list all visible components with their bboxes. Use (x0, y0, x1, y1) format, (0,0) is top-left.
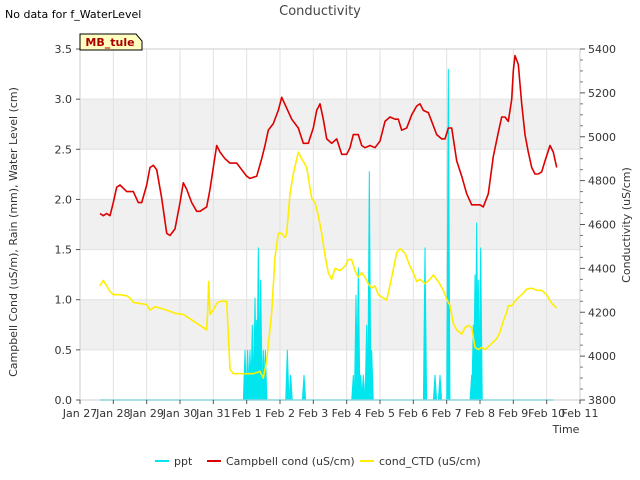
no-data-note: No data for f_WaterLevel (5, 8, 141, 21)
right-y-tick-label: 5200 (588, 87, 616, 100)
right-y-tick-label: 3800 (588, 394, 616, 407)
x-tick-label: Jan 31 (195, 407, 230, 420)
left-y-tick-label: 2.0 (55, 193, 73, 206)
site-badge-label: MB_tule (85, 36, 134, 49)
ppt-spike (242, 349, 248, 401)
x-tick-label: Feb 8 (465, 407, 495, 420)
ppt-spike (361, 374, 366, 401)
legend-label: Campbell cond (uS/cm) (226, 455, 355, 468)
ppt-spike (285, 349, 290, 401)
legend: ppt Campbell cond (uS/cm) cond_CTD (uS/cm) (155, 455, 481, 468)
left-y-tick-label: 0.0 (55, 394, 73, 407)
left-y-tick-label: 3.0 (55, 93, 73, 106)
chart-title: Conductivity (279, 4, 361, 19)
ppt-spike (432, 374, 438, 401)
left-y-tick-label: 1.0 (55, 294, 73, 307)
x-tick-label: Jan 30 (162, 407, 197, 420)
series-line (99, 54, 558, 237)
left-y-tick-label: 1.5 (55, 244, 73, 257)
x-tick-label: Feb 6 (398, 407, 428, 420)
x-tick-label: Feb 2 (265, 407, 295, 420)
right-y-axis-label: Conductivity (uS/cm) (620, 167, 633, 283)
grid-band (80, 199, 580, 250)
legend-label: ppt (174, 455, 193, 468)
ppt-spike (258, 279, 263, 401)
right-y-tick-label: 4800 (588, 175, 616, 188)
x-tick-label: Feb 1 (232, 407, 262, 420)
ppt-spike (437, 374, 443, 401)
ppt-spike (358, 374, 363, 401)
x-tick-label: Feb 3 (298, 407, 328, 420)
grid-band (80, 299, 580, 350)
left-y-tick-label: 2.5 (55, 143, 73, 156)
site-badge: MB_tule (79, 33, 143, 51)
ppt-spike (301, 374, 307, 401)
x-tick-label: Jan 28 (95, 407, 130, 420)
x-tick-label: Feb 11 (562, 407, 599, 420)
right-y-tick-label: 4600 (588, 219, 616, 232)
x-axis-label: Time (552, 423, 580, 436)
ppt-spike (356, 267, 361, 401)
series-cond_ctd (99, 151, 558, 379)
background-bands (80, 99, 580, 350)
ppt-spike (288, 374, 293, 401)
left-y-axis: 0.0 0.5 1.0 1.5 2.0 2.5 3.0 3.5 (55, 43, 80, 407)
x-tick-label: Feb 10 (528, 407, 565, 420)
series-campbell (99, 54, 558, 237)
left-y-tick-label: 0.5 (55, 344, 73, 357)
ppt-spike (263, 349, 268, 401)
x-tick-label: Feb 9 (498, 407, 528, 420)
x-tick-label: Jan 29 (128, 407, 163, 420)
ppt-spike (422, 247, 428, 401)
x-tick-label: Feb 5 (365, 407, 395, 420)
right-y-axis: 3800 4000 4200 4400 4600 4800 5000 5200 5400 (580, 43, 616, 407)
x-tick-label: Jan 27 (62, 407, 97, 420)
right-y-tick-label: 5000 (588, 131, 616, 144)
right-y-tick-label: 4200 (588, 306, 616, 319)
right-y-tick-label: 4400 (588, 262, 616, 275)
x-tick-label: Feb 7 (432, 407, 462, 420)
legend-label: cond_CTD (uS/cm) (379, 455, 481, 468)
left-y-tick-label: 3.5 (55, 43, 73, 56)
right-y-tick-label: 4000 (588, 350, 616, 363)
ppt-spike (446, 69, 451, 401)
series-line (99, 151, 558, 379)
right-y-tick-label: 5400 (588, 43, 616, 56)
x-tick-label: Feb 4 (332, 407, 362, 420)
ppt-spike (369, 349, 374, 401)
left-y-axis-label: Campbell Cond (uS/m), Rain (mm), Water L… (7, 87, 20, 377)
